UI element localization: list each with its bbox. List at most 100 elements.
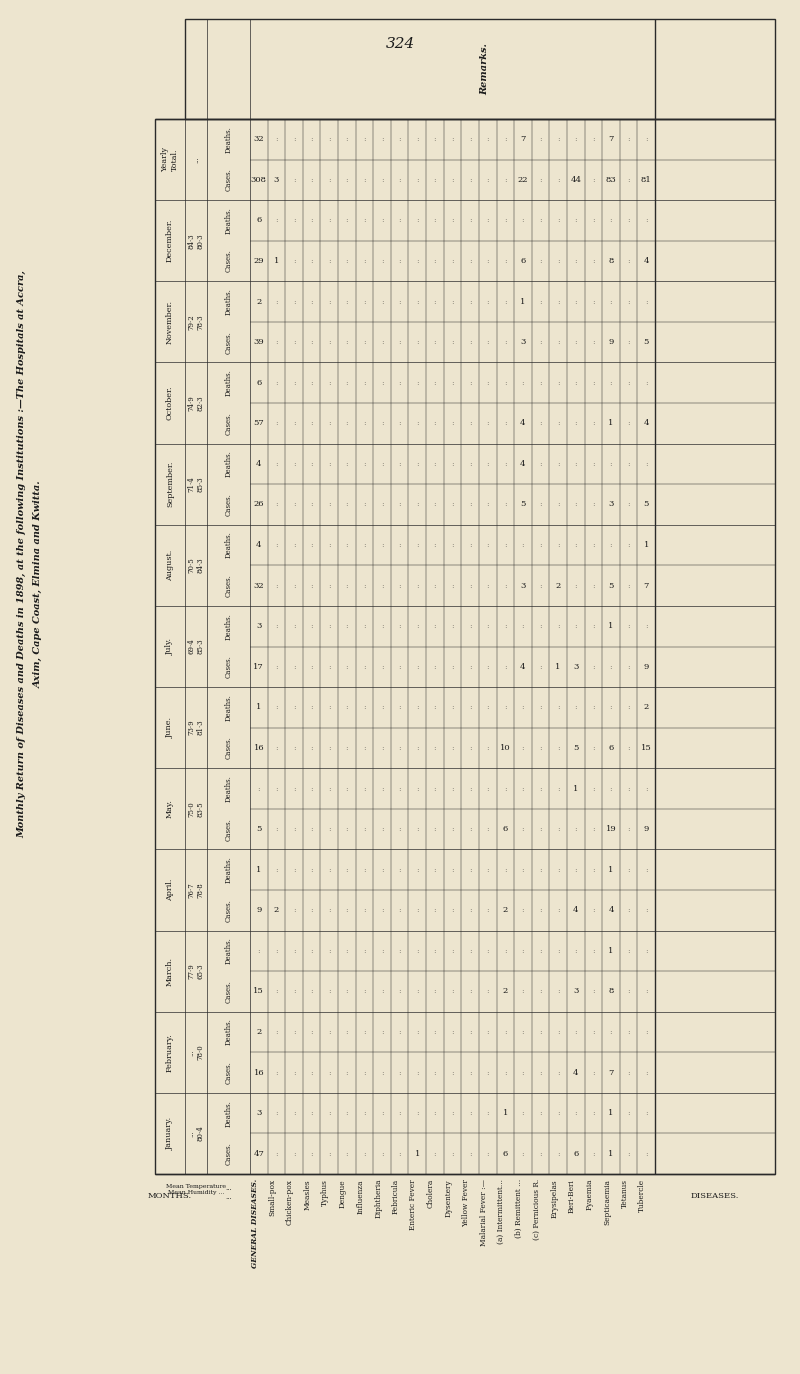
Text: Cholera: Cholera	[427, 1179, 435, 1208]
Text: :: :	[398, 217, 401, 224]
Text: 6: 6	[256, 379, 262, 386]
Text: :: :	[451, 581, 454, 589]
Text: :: :	[434, 1028, 436, 1036]
Text: :: :	[328, 785, 330, 793]
Text: :: :	[381, 743, 383, 752]
Text: 6: 6	[573, 1150, 578, 1158]
Text: :: :	[416, 662, 418, 671]
Text: :: :	[539, 1069, 542, 1077]
Text: :: :	[486, 460, 489, 469]
Text: Deaths.: Deaths.	[225, 451, 233, 477]
Text: 4: 4	[643, 419, 649, 427]
Text: :: :	[469, 1150, 471, 1158]
Text: :: :	[275, 622, 278, 631]
Text: :: :	[539, 622, 542, 631]
Text: :: :	[328, 460, 330, 469]
Text: Deaths.: Deaths.	[225, 613, 233, 640]
Text: :: :	[275, 1150, 278, 1158]
Text: :: :	[434, 1150, 436, 1158]
Text: Deaths.: Deaths.	[225, 126, 233, 153]
Text: :: :	[592, 988, 594, 995]
Text: :: :	[627, 257, 630, 265]
Text: Septicaemia: Septicaemia	[603, 1179, 611, 1224]
Text: :: :	[363, 785, 366, 793]
Text: :: :	[363, 622, 366, 631]
Text: :: :	[557, 541, 559, 550]
Text: :: :	[434, 298, 436, 305]
Text: January.: January.	[166, 1117, 174, 1150]
Text: :: :	[451, 1109, 454, 1117]
Text: :: :	[469, 500, 471, 508]
Text: :: :	[398, 460, 401, 469]
Text: 6: 6	[608, 743, 614, 752]
Text: :: :	[451, 1028, 454, 1036]
Text: 3: 3	[256, 1109, 262, 1117]
Text: :: :	[398, 703, 401, 712]
Text: :: :	[434, 988, 436, 995]
Text: Influenza: Influenza	[357, 1179, 365, 1213]
Text: :: :	[293, 176, 295, 184]
Text: :: :	[469, 1109, 471, 1117]
Text: :: :	[346, 257, 348, 265]
Text: Chicken-pox: Chicken-pox	[286, 1179, 294, 1224]
Text: :: :	[451, 1150, 454, 1158]
Text: :: :	[293, 541, 295, 550]
Text: :: :	[486, 257, 489, 265]
Text: :: :	[293, 662, 295, 671]
Text: Malarial Fever :—: Malarial Fever :—	[480, 1179, 488, 1246]
Text: Yearly
Total.: Yearly Total.	[162, 147, 178, 172]
Text: :: :	[451, 217, 454, 224]
Text: :: :	[293, 217, 295, 224]
Text: :: :	[416, 541, 418, 550]
Text: 4: 4	[256, 460, 262, 469]
Text: :: :	[434, 541, 436, 550]
Text: 7: 7	[520, 135, 526, 143]
Text: :: :	[416, 460, 418, 469]
Text: :: :	[504, 257, 506, 265]
Text: :: :	[416, 217, 418, 224]
Text: :: :	[522, 743, 524, 752]
Text: :: :	[557, 947, 559, 955]
Text: :: :	[504, 662, 506, 671]
Text: :: :	[627, 217, 630, 224]
Text: :: :	[486, 826, 489, 833]
Bar	[185, 19, 775, 120]
Text: :: :	[346, 419, 348, 427]
Text: :: :	[381, 298, 383, 305]
Text: :: :	[381, 826, 383, 833]
Text: :: :	[328, 581, 330, 589]
Text: :: :	[486, 217, 489, 224]
Text: 6: 6	[520, 257, 526, 265]
Text: :: :	[627, 907, 630, 914]
Text: :: :	[434, 785, 436, 793]
Text: :: :	[627, 460, 630, 469]
Text: :: :	[381, 622, 383, 631]
Text: :: :	[275, 1028, 278, 1036]
Text: :: :	[557, 622, 559, 631]
Text: :: :	[574, 419, 577, 427]
Text: :: :	[469, 947, 471, 955]
Text: :: :	[645, 785, 647, 793]
Text: :: :	[592, 947, 594, 955]
Text: :: :	[293, 1150, 295, 1158]
Text: :: :	[522, 217, 524, 224]
Text: :: :	[539, 662, 542, 671]
Text: :: :	[398, 1109, 401, 1117]
Text: :: :	[275, 1069, 278, 1077]
Text: :: :	[328, 257, 330, 265]
Text: :: :	[310, 1028, 313, 1036]
Text: 10: 10	[500, 743, 510, 752]
Text: :: :	[398, 622, 401, 631]
Text: :: :	[416, 581, 418, 589]
Text: :: :	[610, 541, 612, 550]
Text: :: :	[363, 176, 366, 184]
Text: :: :	[346, 217, 348, 224]
Text: :: :	[557, 298, 559, 305]
Text: :: :	[469, 176, 471, 184]
Text: Axim, Cape Coast, Elmina and Kwitta.: Axim, Cape Coast, Elmina and Kwitta.	[34, 480, 42, 688]
Text: :: :	[627, 1028, 630, 1036]
Text: :: :	[363, 298, 366, 305]
Text: :: :	[275, 217, 278, 224]
Text: 19: 19	[606, 826, 616, 833]
Text: :: :	[328, 298, 330, 305]
